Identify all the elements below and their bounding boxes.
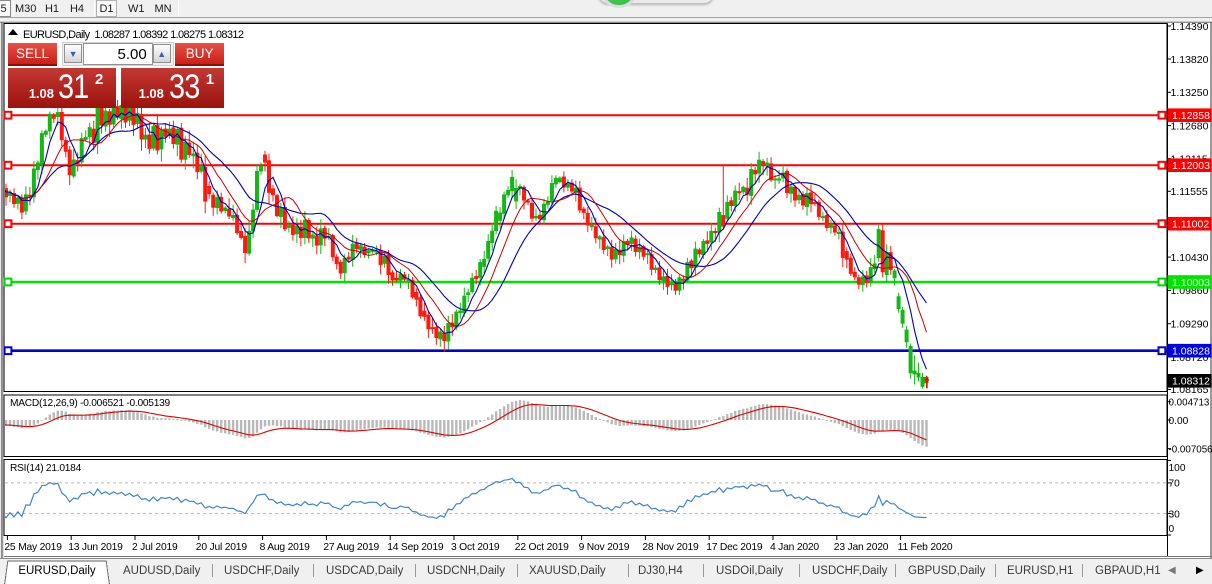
- svg-text:1.12003: 1.12003: [1172, 160, 1210, 172]
- svg-text:1.13250: 1.13250: [1171, 87, 1209, 99]
- svg-text:-0.007056: -0.007056: [1169, 444, 1212, 455]
- svg-text:1.11002: 1.11002: [1172, 219, 1209, 231]
- svg-text:1.10430: 1.10430: [1171, 252, 1209, 264]
- svg-text:0.00: 0.00: [1169, 416, 1189, 427]
- svg-text:8 Aug 2019: 8 Aug 2019: [260, 542, 311, 553]
- svg-text:1.08312: 1.08312: [1172, 376, 1210, 388]
- svg-text:27 Aug 2019: 27 Aug 2019: [323, 542, 379, 553]
- svg-text:28 Nov 2019: 28 Nov 2019: [642, 542, 699, 553]
- svg-text:70: 70: [1169, 479, 1181, 490]
- svg-text:20 Jul 2019: 20 Jul 2019: [196, 542, 248, 553]
- svg-text:100: 100: [1169, 463, 1186, 474]
- svg-text:0: 0: [1169, 524, 1175, 535]
- svg-text:14 Sep 2019: 14 Sep 2019: [387, 542, 444, 553]
- svg-text:1.12858: 1.12858: [1172, 110, 1210, 122]
- svg-text:1.09290: 1.09290: [1171, 319, 1209, 331]
- svg-text:23 Jan 2020: 23 Jan 2020: [834, 542, 889, 553]
- svg-text:11 Feb 2020: 11 Feb 2020: [898, 542, 953, 553]
- svg-text:17 Dec 2019: 17 Dec 2019: [706, 542, 763, 553]
- svg-text:25 May 2019: 25 May 2019: [4, 542, 62, 553]
- svg-text:1.12680: 1.12680: [1171, 120, 1209, 132]
- svg-text:EURUSD,Daily 1.08287 1.08392: EURUSD,Daily 1.08287 1.08392 1.08275 1.0…: [23, 29, 244, 41]
- svg-text:1.14390: 1.14390: [1171, 21, 1209, 33]
- svg-text:13 Jun 2019: 13 Jun 2019: [68, 542, 123, 553]
- svg-text:30: 30: [1169, 509, 1181, 520]
- svg-text:MACD(12,26,9) -0.006521 -0.005: MACD(12,26,9) -0.006521 -0.005139: [10, 398, 171, 409]
- svg-text:2 Jul 2019: 2 Jul 2019: [132, 542, 178, 553]
- svg-text:9 Nov 2019: 9 Nov 2019: [579, 542, 630, 553]
- svg-text:22 Oct 2019: 22 Oct 2019: [515, 542, 569, 553]
- svg-text:RSI(14) 21.0184: RSI(14) 21.0184: [10, 463, 82, 474]
- svg-text:4 Jan 2020: 4 Jan 2020: [770, 542, 819, 553]
- svg-text:1.11555: 1.11555: [1171, 186, 1208, 198]
- svg-text:1.13820: 1.13820: [1171, 54, 1209, 66]
- svg-text:0.004713: 0.004713: [1169, 398, 1210, 409]
- svg-text:3 Oct 2019: 3 Oct 2019: [451, 542, 500, 553]
- svg-text:1.08828: 1.08828: [1172, 346, 1210, 358]
- svg-text:1.10003: 1.10003: [1172, 277, 1210, 289]
